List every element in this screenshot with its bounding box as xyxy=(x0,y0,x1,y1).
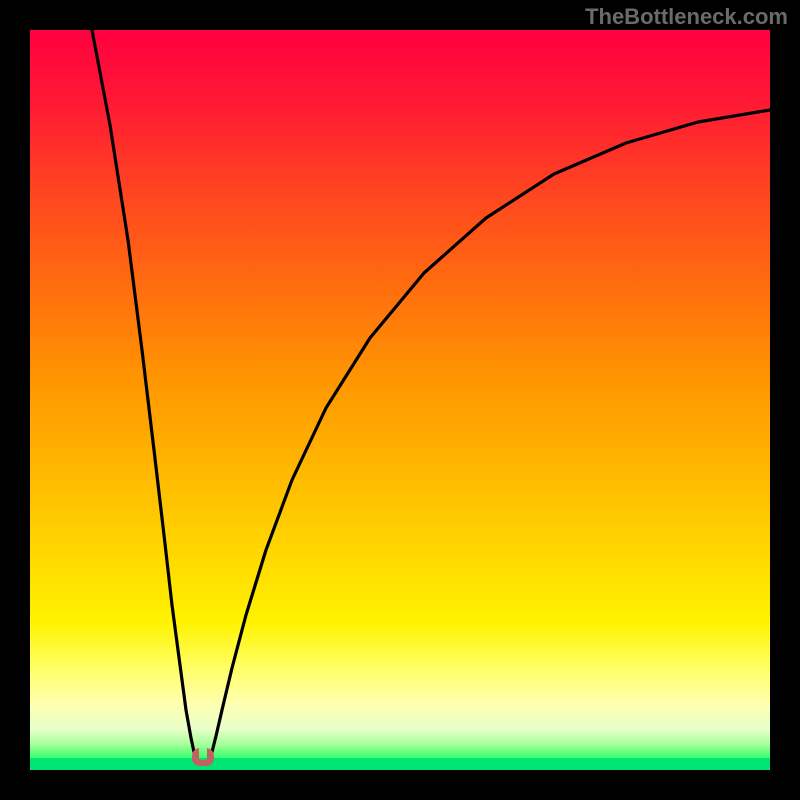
curve-layer xyxy=(30,30,770,770)
watermark-label: TheBottleneck.com xyxy=(585,4,788,29)
minimum-marker xyxy=(192,748,214,766)
plot-area xyxy=(30,30,770,770)
bottleneck-curve-right xyxy=(212,110,770,752)
bottleneck-curve-left xyxy=(92,30,194,752)
watermark-text: TheBottleneck.com xyxy=(585,4,788,30)
